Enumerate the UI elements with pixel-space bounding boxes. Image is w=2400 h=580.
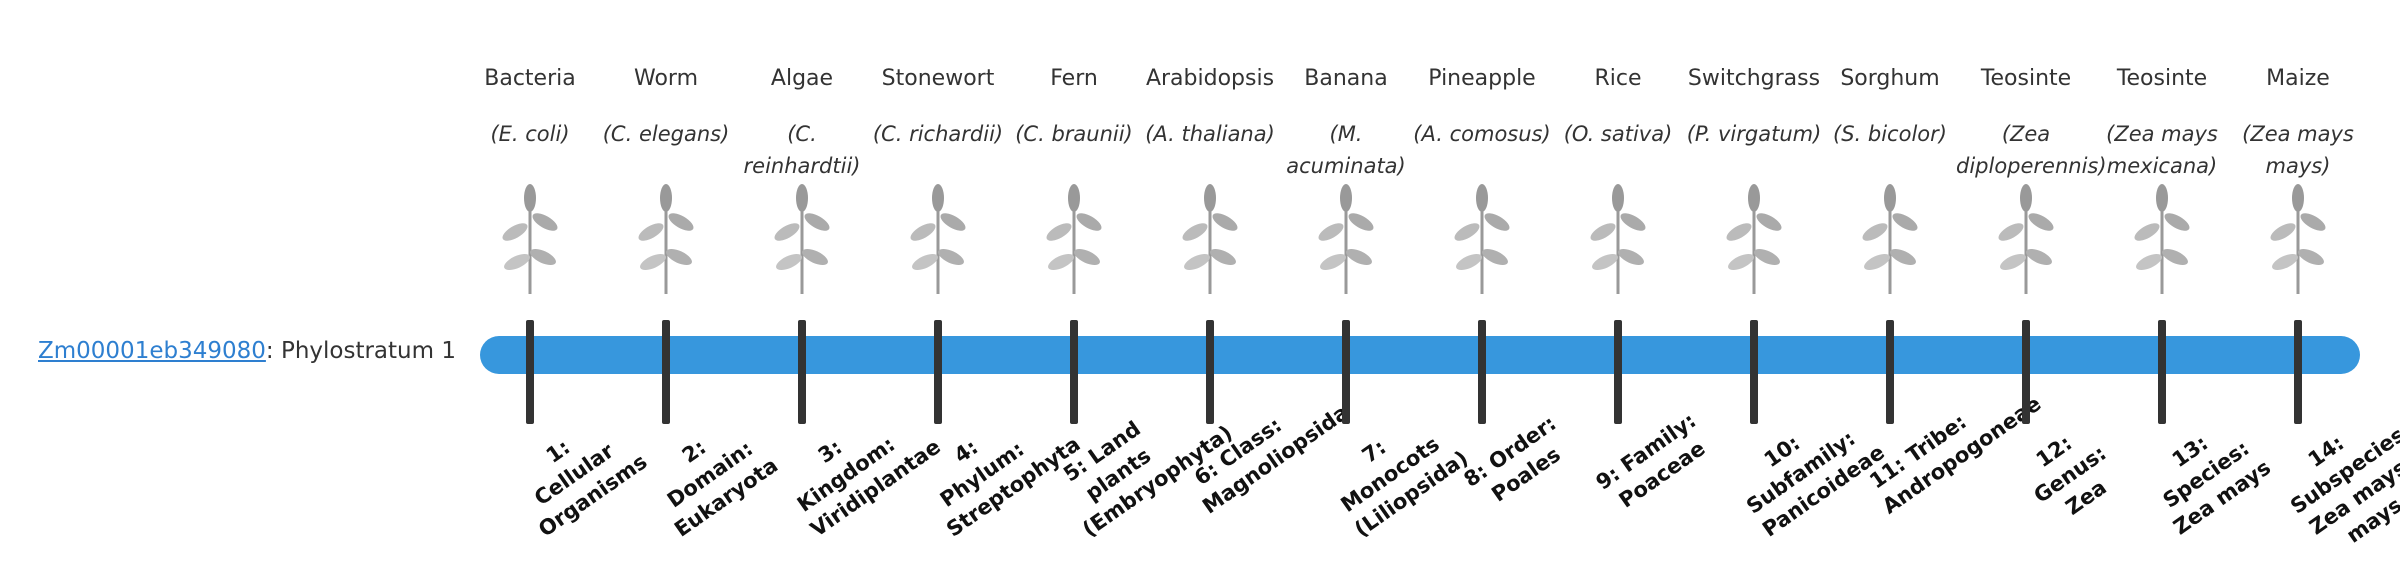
organism-image (502, 184, 558, 294)
organism-image (638, 184, 694, 294)
timeline-tick (1750, 320, 1758, 424)
organism-image (2134, 184, 2190, 294)
species-name: (M. acuminata) (1286, 122, 1406, 178)
common-name: Sorghum (1840, 66, 1940, 91)
timeline-tick (1478, 320, 1486, 424)
timeline-tick (526, 320, 534, 424)
common-name: Switchgrass (1687, 66, 1821, 91)
phylostratum-label: 14: Subspecies: Zea mays mays (2286, 417, 2400, 548)
organism-image (1726, 184, 1782, 294)
species-name: (O. sativa) (1563, 122, 1673, 146)
timeline-tick (934, 320, 942, 424)
common-name: Teosinte (1980, 66, 2072, 91)
phylostratum-label: 4: Phylum: Streptophyta (935, 431, 1085, 542)
gene-suffix: : Phylostratum 1 (265, 338, 456, 364)
common-name: Fern (1050, 66, 1098, 91)
timeline-tick (1614, 320, 1622, 424)
timeline-tick (662, 320, 670, 424)
organism-image (1318, 184, 1374, 294)
organism-image (1454, 184, 1510, 294)
species-name: (C. richardii) (872, 122, 1004, 146)
phylostratum-label: 6: Class: Magnoliopsida (1189, 400, 1353, 519)
common-name: Algae (770, 66, 834, 91)
species-name: (A. comosus) (1413, 122, 1551, 146)
common-name: Worm (633, 66, 698, 91)
organism-image (1862, 184, 1918, 294)
common-name: Arabidopsis (1145, 66, 1275, 91)
species-name: (Zea mays mexicana) (2106, 122, 2218, 178)
common-name: Stonewort (881, 66, 995, 91)
phylostratum-label: 5: Land plants (Embryophyta) (1059, 416, 1237, 542)
gene-link[interactable]: Zm00001eb349080 (38, 338, 266, 364)
common-name: Banana (1304, 66, 1388, 91)
phylostratum-label: 11: Tribe: Andropogoneae (1865, 391, 2046, 519)
species-name: (S. bicolor) (1833, 122, 1947, 146)
organism-image (1590, 184, 1646, 294)
species-name: (C. reinhardtii) (743, 122, 861, 178)
organism-image (774, 184, 830, 294)
species-name: (C. elegans) (602, 122, 730, 146)
common-name: Maize (2266, 66, 2330, 91)
species-name: (C. braunii) (1015, 122, 1133, 146)
phylostratum-label: 1: Cellular Organisms (530, 435, 652, 542)
organism-image (2270, 184, 2326, 294)
gene-label: Zm00001eb349080: Phylostratum 1 (38, 338, 456, 364)
species-name: (Zea diploperennis) (1956, 122, 2107, 178)
phylostratum-label: 10: Subfamily: Panicoideae (1742, 426, 1889, 542)
timeline-tick (2022, 320, 2030, 424)
timeline-tick (798, 320, 806, 424)
timeline-tick (1206, 320, 1214, 424)
phylostratum-label: 9: Family: Poaceae (1591, 408, 1710, 513)
organism-image (1998, 184, 2054, 294)
timeline-bar (480, 336, 2360, 374)
phylostratum-label: 2: Domain: Eukaryota (662, 435, 783, 542)
timeline-tick (1070, 320, 1078, 424)
phylostratum-label: 13: Species: Zea mays (2158, 430, 2276, 540)
timeline-tick (1886, 320, 1894, 424)
organism-image (1046, 184, 1102, 294)
timeline-tick (1342, 320, 1350, 424)
common-name: Rice (1594, 66, 1642, 91)
species-name: (E. coli) (490, 122, 570, 146)
species-name: (P. virgatum) (1686, 122, 1822, 146)
common-name: Teosinte (2116, 66, 2208, 91)
organism-image (910, 184, 966, 294)
timeline-tick (2158, 320, 2166, 424)
common-name: Pineapple (1428, 66, 1536, 91)
species-name: (A. thaliana) (1145, 122, 1275, 146)
organism-image (1182, 184, 1238, 294)
timeline-tick (2294, 320, 2302, 424)
common-name: Bacteria (484, 66, 576, 91)
species-name: (Zea mays mays) (2242, 122, 2354, 178)
phylostratum-label: 3: Kingdom: Viridiplantae (792, 432, 945, 542)
phylostratum-label: 8: Order: Poales (1459, 411, 1565, 507)
